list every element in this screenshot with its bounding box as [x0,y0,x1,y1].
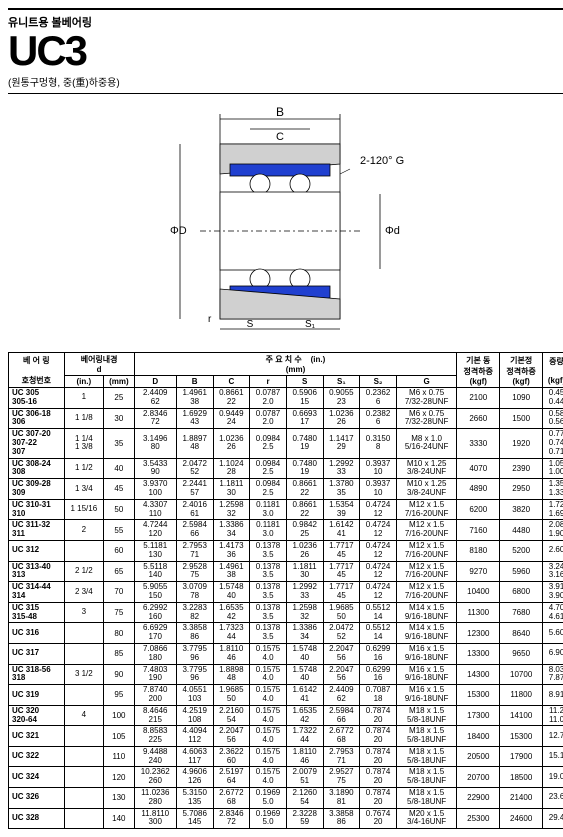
table-row: UC 309-283091 3/4453.93701002.2441571.18… [9,479,563,500]
title-block: 유니트용 볼베어링 UC3 (원통구멍형, 중(重)하중용) [8,8,563,94]
svg-text:2-120° G: 2-120° G [360,155,404,167]
col-stat: 기본정정격하중(kgf) [500,353,543,388]
svg-text:B: B [275,105,283,119]
table-row: UC 318-563183 1/2907.48031903.7795961.88… [9,664,563,685]
description: (원통구멍형, 중(重)하중용) [8,74,563,89]
svg-text:r: r [208,314,212,325]
table-row: UC 306-183061 1/8302.8346721.6929430.944… [9,408,563,429]
subtitle: 유니트용 볼베어링 [8,14,563,30]
table-row: UC 312605.11811302.7953711.4173360.13783… [9,540,563,561]
svg-text:C: C [276,131,284,143]
col-bearing-no: 베 어 링호청번호 [9,353,65,388]
table-row: UC 307-20307-223071 1/41 3/8353.1496801.… [9,429,563,458]
table-row: UC 316806.69291703.3858861.7323440.13783… [9,623,563,644]
table-row: UC 313-403132 1/2655.51181402.9528751.49… [9,561,563,582]
table-row: UC 311-323112554.72441202.5984661.338634… [9,520,563,541]
col-dyn: 기본 동정격하중(kgf) [457,353,500,388]
table-row: UC 320320-6441008.46462154.25191082.2160… [9,705,563,726]
col-bore: 베어링내경d [64,353,134,376]
svg-text:S: S [246,319,253,330]
bearing-spec-table: 베 어 링호청번호 베어링내경d 주 요 치 수 (in.)(mm) 기본 동정… [8,352,563,829]
svg-text:S₁: S₁ [304,319,315,330]
table-row: UC 3221109.44882404.60631172.3622600.157… [9,746,563,767]
table-row: UC 315315-483756.29921603.2283821.653542… [9,602,563,623]
table-row: UC 310-313101 15/16504.33071102.4016611.… [9,499,563,520]
main-title: UC3 [8,30,563,72]
table-row: UC 319957.87402004.05511031.9685500.1575… [9,685,563,706]
col-wt: 중량(kgf) [543,353,563,388]
table-row: UC 305305-161252.4409621.4961380.8661220… [9,388,563,409]
bearing-diagram: B C S₂ 2-120° G ΦD Φd S S₁ r [8,104,563,337]
table-row: UC 317857.08661803.7795961.8110460.15754… [9,643,563,664]
table-row: UC 3211058.85832254.40941122.2047560.157… [9,726,563,747]
svg-text:Φd: Φd [385,225,400,237]
table-row: UC 32412010.23622604.96061262.5197640.15… [9,767,563,788]
table-row: UC 32814011.81103005.70861452.8346720.19… [9,808,563,829]
table-row: UC 32613011.02362805.31501352.6772680.19… [9,788,563,809]
svg-text:ΦD: ΦD [170,225,187,237]
table-row: UC 314-443142 3/4705.90551503.0709781.57… [9,582,563,603]
col-dims: 주 요 치 수 (in.)(mm) [134,353,457,376]
table-row: UC 308-243081 1/2403.5433902.0472521.102… [9,458,563,479]
